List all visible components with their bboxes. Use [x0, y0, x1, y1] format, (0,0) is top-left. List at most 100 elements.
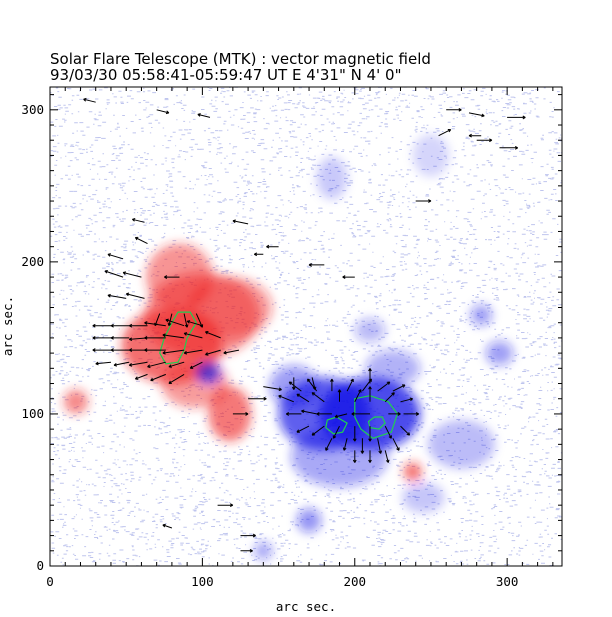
field-vector-60 [301, 409, 317, 415]
field-vector-20 [223, 349, 240, 355]
field-vector-34 [107, 293, 127, 299]
field-vector-19 [205, 349, 221, 356]
field-vector-64 [388, 412, 401, 416]
field-vector-12 [205, 331, 221, 339]
field-vector-103 [240, 548, 253, 553]
field-vector-6 [92, 336, 111, 340]
field-vector-95 [438, 129, 452, 137]
field-vector-74 [342, 438, 348, 451]
field-vector-49 [377, 381, 391, 392]
field-vector-44 [288, 381, 302, 392]
field-vector-76 [377, 438, 383, 454]
field-vector-79 [368, 450, 372, 463]
field-vector-90 [156, 109, 170, 115]
field-vector-16 [144, 348, 166, 352]
y-tick-label-100: 100 [21, 406, 44, 421]
region-negative-19 [254, 541, 273, 560]
field-vector-30 [154, 313, 161, 327]
field-vector-68 [332, 425, 340, 439]
field-vector-47 [346, 378, 354, 392]
y-tick-label-300: 300 [21, 102, 44, 117]
region-negative-16 [354, 318, 386, 343]
field-vector-105 [240, 533, 256, 538]
field-vector-14 [110, 348, 130, 352]
field-vector-36 [104, 270, 124, 278]
field-vector-72 [400, 425, 411, 436]
field-vector-67 [311, 425, 325, 436]
field-vector-13 [92, 348, 111, 352]
field-vector-97 [499, 145, 519, 150]
field-vector-7 [110, 336, 130, 340]
field-vector-57 [384, 392, 395, 403]
region-negative-18 [196, 362, 221, 384]
region-negative-15 [485, 340, 514, 366]
field-vector-28 [150, 373, 166, 382]
field-vector-52 [296, 393, 310, 403]
field-vector-58 [400, 397, 414, 403]
field-vector-27 [134, 373, 148, 380]
field-vector-35 [125, 292, 145, 299]
field-vector-81 [291, 377, 296, 390]
region-negative-10 [290, 426, 389, 487]
field-vector-70 [368, 426, 372, 442]
field-vector-89 [83, 97, 96, 103]
field-vector-55 [354, 389, 362, 403]
x-tick-label-200: 200 [343, 574, 366, 589]
field-vector-37 [122, 271, 142, 278]
field-vector-101 [253, 252, 264, 257]
field-vector-59 [285, 412, 302, 416]
field-vector-29 [168, 373, 185, 384]
field-vector-88 [415, 199, 432, 203]
field-vector-4 [165, 318, 185, 327]
field-vector-5 [186, 320, 203, 327]
field-vector-24 [147, 361, 166, 369]
field-vector-25 [168, 361, 185, 368]
region-negative-22 [412, 134, 450, 177]
field-vector-54 [337, 389, 342, 402]
field-vector-51 [278, 394, 294, 403]
field-vector-102 [217, 503, 234, 508]
field-vector-33 [195, 313, 204, 328]
field-vector-93 [468, 112, 485, 118]
field-vector-104 [162, 523, 173, 529]
region-negative-17 [296, 508, 322, 533]
field-vector-38 [107, 253, 124, 260]
region-negative-14 [470, 304, 492, 326]
field-vector-26 [189, 361, 203, 369]
field-vector-82 [311, 377, 317, 390]
field-vector-0 [92, 323, 111, 328]
field-vector-40 [131, 218, 145, 223]
field-vector-50 [392, 384, 406, 392]
field-vector-18 [183, 349, 203, 355]
contour-2 [367, 416, 386, 430]
x-tick-label-300: 300 [496, 574, 519, 589]
field-vector-83 [368, 368, 372, 384]
field-vector-65 [403, 412, 420, 416]
field-vector-61 [316, 412, 332, 416]
field-vector-96 [468, 133, 482, 138]
x-tick-label-0: 0 [46, 574, 54, 589]
field-vector-84 [232, 219, 249, 225]
field-vector-87 [342, 275, 355, 279]
field-vector-86 [308, 263, 325, 267]
field-vector-98 [476, 138, 493, 143]
field-vector-1 [110, 323, 130, 328]
contour-0 [159, 311, 197, 365]
chart-title: Solar Flare Telescope (MTK) : vector mag… [50, 50, 431, 68]
field-vector-73 [325, 438, 333, 451]
field-vector-31 [167, 313, 173, 327]
field-vector-71 [384, 425, 392, 439]
transverse-field-vectors [83, 97, 526, 553]
region-negative-21 [316, 156, 348, 200]
field-vector-43 [263, 386, 282, 392]
chart-subtitle: 93/03/30 05:58:41-05:59:47 UT E 4'31" N … [50, 66, 402, 84]
field-vector-41 [232, 412, 249, 416]
contour-1 [354, 395, 399, 439]
field-vector-10 [162, 333, 185, 339]
field-vector-39 [134, 236, 148, 245]
x-axis-label: arc sec. [276, 599, 336, 614]
field-vector-22 [113, 361, 130, 367]
y-axis-label: arc sec. [0, 296, 15, 356]
field-vector-21 [95, 361, 112, 366]
